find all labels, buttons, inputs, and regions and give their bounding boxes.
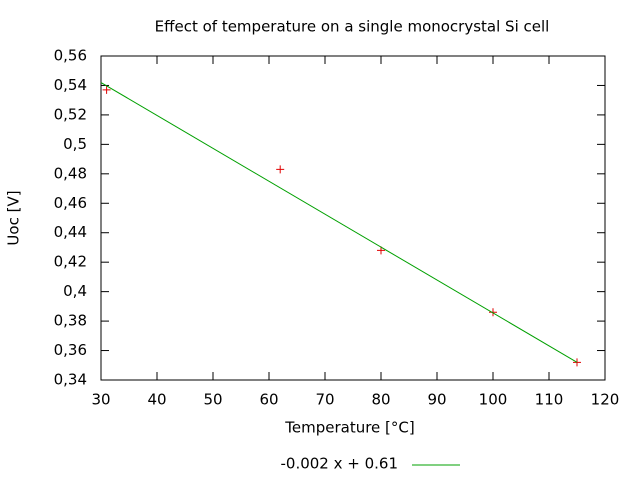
legend-label: -0.002 x + 0.61 <box>280 455 398 473</box>
y-tick-label: 0,48 <box>54 164 87 182</box>
plot-frame <box>100 55 606 381</box>
y-tick-label: 0,52 <box>54 105 87 123</box>
chart-title: Effect of temperature on a single monocr… <box>155 18 550 36</box>
y-tick-label: 0,5 <box>63 135 87 153</box>
y-tick-label: 0,56 <box>54 47 87 65</box>
x-tick-label: 80 <box>371 391 390 409</box>
x-axis-label: Temperature [°C] <box>284 419 414 437</box>
y-tick-label: 0,38 <box>54 312 87 330</box>
y-tick-label: 0,34 <box>54 371 87 389</box>
data-point <box>102 85 111 94</box>
y-tick-label: 0,46 <box>54 194 87 212</box>
data-point <box>276 165 285 174</box>
y-tick-label: 0,42 <box>54 253 87 271</box>
x-tick-label: 120 <box>591 391 620 409</box>
x-tick-label: 30 <box>91 391 110 409</box>
x-tick-label: 110 <box>535 391 564 409</box>
data-point <box>489 308 497 317</box>
x-tick-label: 50 <box>203 391 222 409</box>
x-tick-label: 90 <box>427 391 446 409</box>
x-tick-label: 100 <box>479 391 508 409</box>
y-axis-label: Uoc [V] <box>5 190 23 245</box>
data-point <box>377 246 385 255</box>
fit-line <box>100 82 578 363</box>
x-tick-label: 60 <box>259 391 278 409</box>
y-tick-label: 0,44 <box>54 223 87 241</box>
x-tick-label: 70 <box>315 391 334 409</box>
y-tick-label: 0,54 <box>54 76 87 94</box>
y-tick-label: 0,36 <box>54 341 87 359</box>
x-tick-label: 40 <box>147 391 166 409</box>
y-tick-label: 0,4 <box>63 282 87 300</box>
